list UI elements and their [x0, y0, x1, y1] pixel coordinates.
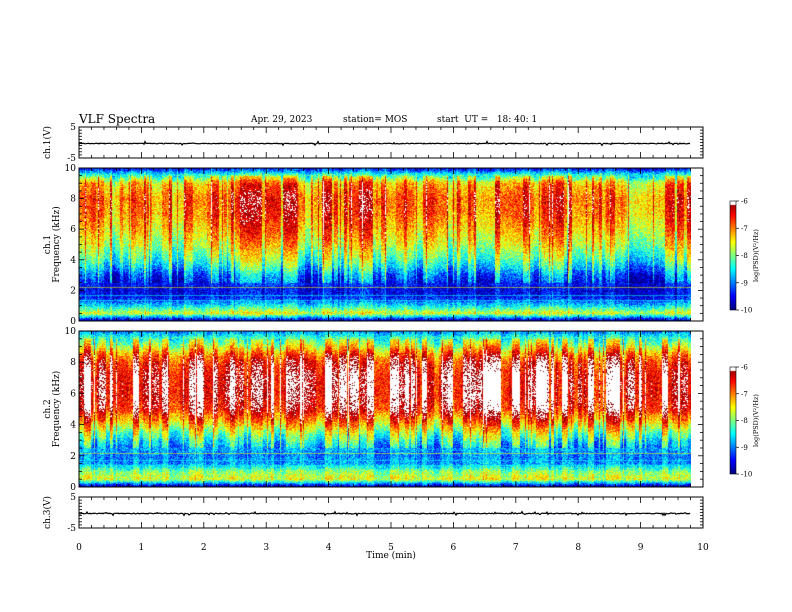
ch1-spectrogram-image	[79, 168, 691, 321]
ytick-label: 10	[65, 164, 77, 174]
xaxis-title: Time (min)	[366, 550, 416, 561]
colorbar-tick-label: -9	[741, 279, 748, 287]
ytick-label: -5	[67, 524, 76, 534]
date-label: Apr. 29, 2023	[251, 115, 313, 125]
ylabel-waveform: ch.3(V)	[42, 496, 53, 529]
xtick-label: 7	[513, 543, 519, 553]
colorbar-tick-label: -7	[741, 390, 748, 398]
ytick-label: 8	[70, 195, 76, 205]
station-label: station= MOS	[343, 115, 408, 125]
ytick-label: 0	[70, 317, 76, 327]
colorbar-2	[730, 367, 736, 474]
ylabel-channel: ch.1	[43, 235, 53, 254]
ytick-label: 8	[70, 358, 76, 368]
ytick-label: 5	[70, 123, 76, 133]
colorbar-tick-label: -8	[741, 417, 748, 425]
xtick-label: 1	[139, 543, 145, 553]
colorbar-tick-label: -7	[741, 225, 748, 233]
xtick-label: 6	[451, 543, 457, 553]
ch3-waveform-trace	[78, 510, 691, 517]
ytick-label: 0	[70, 483, 76, 493]
chart-title: VLF Spectra	[79, 112, 156, 126]
ytick-label: 6	[70, 389, 76, 399]
ytick-label: 5	[70, 493, 76, 503]
colorbar-tick-label: -10	[741, 307, 752, 315]
ytick-label: 2	[70, 286, 76, 296]
ylabel-waveform: ch.1(V)	[42, 126, 53, 159]
xtick-label: 3	[263, 543, 269, 553]
colorbar-1	[730, 201, 736, 310]
colorbar-tick-label: -9	[741, 444, 748, 452]
ch2-spectrogram-image	[79, 331, 691, 487]
xtick-label: 0	[76, 543, 82, 553]
ytick-label: 4	[70, 421, 76, 431]
ytick-label: 2	[70, 452, 76, 462]
colorbar-tick-label: -8	[741, 252, 748, 260]
ylabel-frequency: Frequency (kHz)	[51, 206, 62, 283]
ytick-label: 6	[70, 225, 76, 235]
ytick-label: 4	[70, 256, 76, 266]
colorbar-tick-label: -10	[741, 471, 752, 479]
ylabel-frequency: Frequency (kHz)	[51, 371, 62, 448]
xtick-label: 4	[326, 543, 332, 553]
ytick-label: 10	[65, 327, 77, 337]
ylabel-channel: ch.2	[43, 399, 53, 418]
xtick-label: 5	[388, 543, 394, 553]
colorbar-tick-label: -6	[741, 198, 748, 206]
xtick-label: 10	[697, 543, 709, 553]
start-time-label: start UT = 18: 40: 1	[437, 115, 538, 125]
xtick-label: 9	[638, 543, 644, 553]
ytick-label: -5	[67, 154, 76, 164]
xtick-label: 8	[575, 543, 581, 553]
xtick-label: 2	[201, 543, 207, 553]
colorbar-tick-label: -6	[741, 364, 748, 372]
colorbar-label: log(PSD)(V²/Hz)	[752, 394, 760, 447]
ch1-waveform-trace	[78, 140, 691, 147]
colorbar-label: log(PSD)(V²/Hz)	[752, 229, 760, 282]
